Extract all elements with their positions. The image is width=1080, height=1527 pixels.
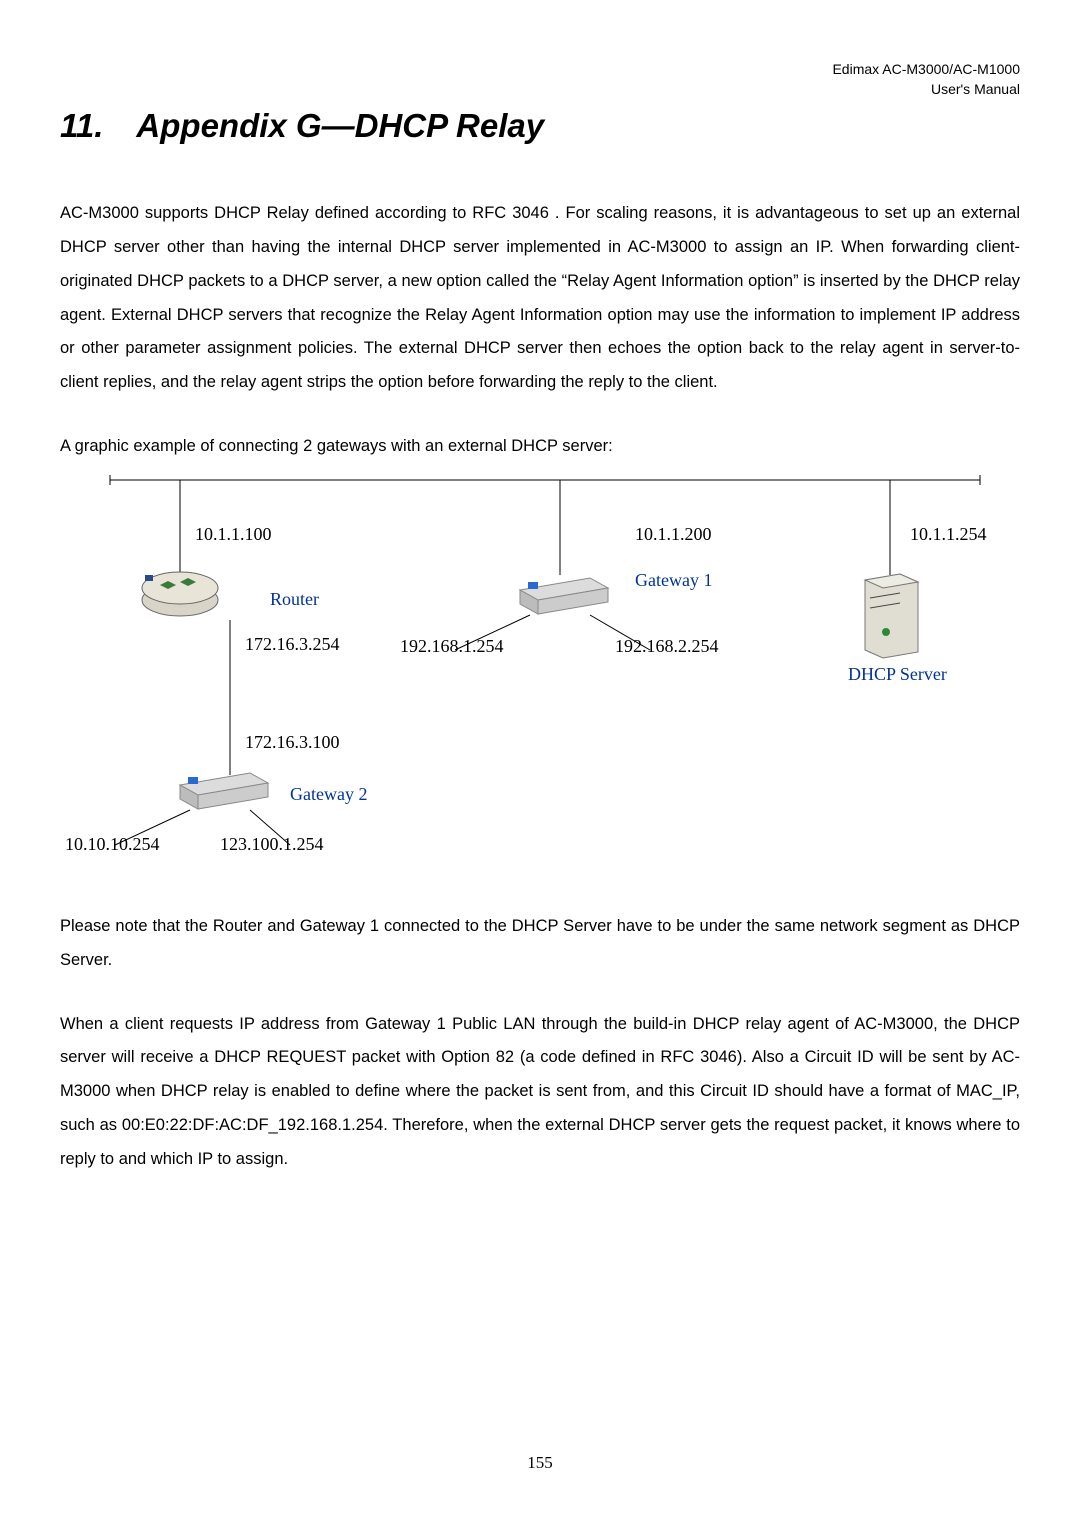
- gw2-ip-left: 10.10.10.254: [65, 834, 160, 854]
- gw1-ip-top: 10.1.1.200: [635, 524, 712, 544]
- page-number: 155: [0, 1453, 1080, 1473]
- gw1-label: Gateway 1: [635, 570, 712, 590]
- gateway1-icon: [520, 578, 608, 614]
- diagram-caption: A graphic example of connecting 2 gatewa…: [60, 430, 1020, 464]
- dhcp-ip-top: 10.1.1.254: [910, 524, 987, 544]
- paragraph-3: When a client requests IP address from G…: [60, 1008, 1020, 1177]
- gw2-ip-top: 172.16.3.100: [245, 732, 340, 752]
- router-label: Router: [270, 589, 319, 609]
- gateway2-icon: [180, 773, 268, 809]
- header-line1: Edimax AC-M3000/AC-M1000: [60, 60, 1020, 80]
- gw2-ip-right: 123.100.1.254: [220, 834, 324, 854]
- router-icon: [142, 572, 218, 616]
- gw2-label: Gateway 2: [290, 784, 367, 804]
- gw1-ip-right: 192.168.2.254: [615, 636, 719, 656]
- doc-header: Edimax AC-M3000/AC-M1000 User's Manual: [60, 60, 1020, 99]
- paragraph-2: Please note that the Router and Gateway …: [60, 910, 1020, 978]
- network-diagram: 10.1.1.100 10.1.1.200 10.1.1.254 Router …: [60, 470, 1020, 880]
- gw1-ip-left: 192.168.1.254: [400, 636, 504, 656]
- dhcp-label: DHCP Server: [848, 664, 947, 684]
- page-title: 11. Appendix G—DHCP Relay: [60, 107, 1020, 145]
- dhcp-server-icon: [865, 574, 918, 658]
- router-ip-top: 10.1.1.100: [195, 524, 272, 544]
- header-line2: User's Manual: [60, 80, 1020, 100]
- router-ip-bottom: 172.16.3.254: [245, 634, 340, 654]
- paragraph-1: AC-M3000 supports DHCP Relay defined acc…: [60, 197, 1020, 400]
